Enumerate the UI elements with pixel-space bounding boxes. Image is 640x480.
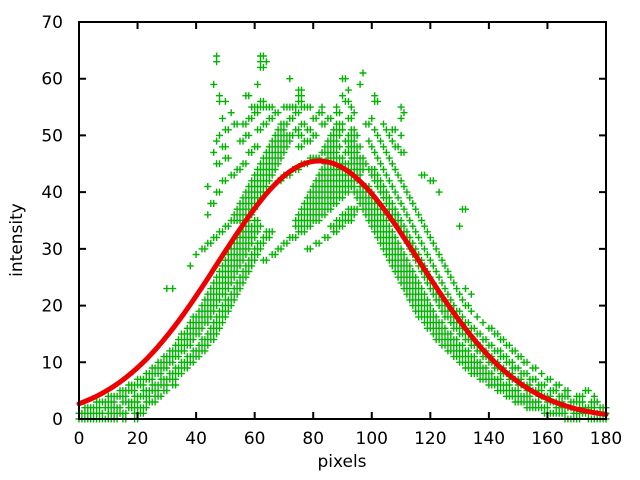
y-tick-label: 60 (41, 70, 63, 90)
x-tick-label: 180 (590, 429, 622, 449)
axis-ticks (78, 21, 607, 420)
x-axis-title: pixels (317, 452, 366, 472)
y-tick-label: 50 (41, 126, 63, 146)
x-tick-label: 0 (74, 429, 85, 449)
y-tick-label: 70 (41, 13, 63, 33)
x-tick-label: 40 (185, 429, 207, 449)
x-tick-label: 140 (473, 429, 505, 449)
y-tick-labels: 0 10 20 30 40 50 60 70 (41, 13, 63, 430)
plot-frame (78, 21, 607, 420)
y-tick-label: 0 (52, 410, 63, 430)
x-tick-label: 160 (531, 429, 563, 449)
y-tick-label: 20 (41, 297, 63, 317)
x-tick-label: 80 (302, 429, 324, 449)
y-tick-label: 40 (41, 183, 63, 203)
x-tick-label: 20 (127, 429, 149, 449)
x-tick-label: 120 (414, 429, 446, 449)
x-tick-labels: 0 20 40 60 80 100 120 140 160 180 (74, 429, 623, 449)
y-axis-title: intensity (7, 203, 27, 277)
x-tick-label: 60 (244, 429, 266, 449)
scatter-series-green (75, 52, 610, 423)
fit-curve-red (76, 158, 609, 417)
y-tick-label: 10 (41, 353, 63, 373)
x-tick-label: 100 (356, 429, 388, 449)
y-tick-label: 30 (41, 240, 63, 260)
